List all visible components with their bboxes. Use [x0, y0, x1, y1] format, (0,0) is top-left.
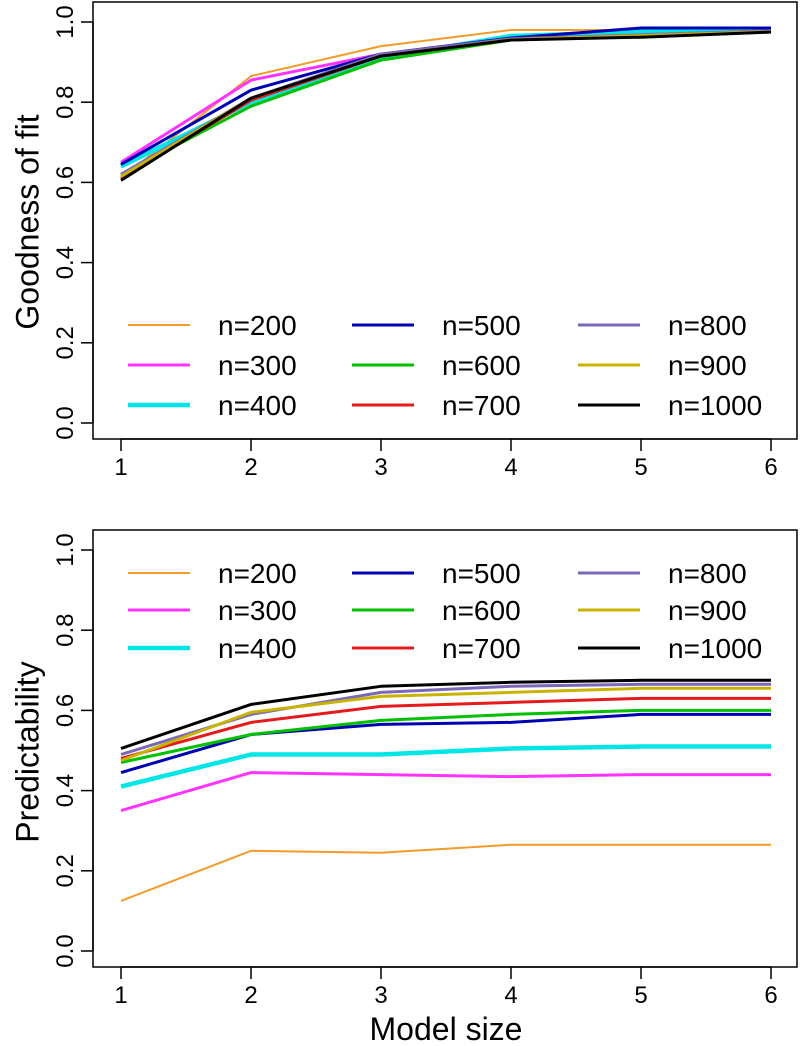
legend-label: n=200	[218, 310, 297, 341]
x-tick-label: 3	[374, 982, 387, 1009]
y-tick-label: 1.0	[52, 533, 79, 566]
y-tick-label: 0.6	[52, 166, 79, 199]
x-tick-label: 5	[634, 454, 647, 481]
y-axis-title: Goodness of fit	[9, 114, 45, 329]
series-line-n-700	[120, 696, 771, 760]
legend-label: n=600	[442, 595, 521, 626]
series-line-n-200	[120, 29, 771, 180]
legend-label: n=1000	[668, 633, 762, 664]
y-tick-label: 0.8	[52, 86, 79, 119]
legend-label: n=500	[442, 310, 521, 341]
chart-panel-1: 0.0 0.2 0.4 0.6 0.8 1.0 1 2 3 4 5 6 Goodness of fit n…	[9, 1, 798, 481]
y-axis-title: Predictability	[9, 661, 45, 842]
legend-label: n=700	[442, 390, 521, 421]
x-axis-title: Model size	[370, 1011, 523, 1046]
y-tick-label: 0.4	[52, 774, 79, 807]
x-tick-label: 4	[504, 982, 517, 1009]
y-axis: 0.0 0.2 0.4 0.6 0.8 1.0	[52, 533, 94, 968]
legend: n=200 n=300 n=400 n=500 n=600 n=700 n=800 n=900…	[128, 310, 762, 421]
y-tick-label: 0.0	[52, 934, 79, 967]
x-tick-label: 5	[634, 982, 647, 1009]
legend-label: n=900	[668, 350, 747, 381]
x-tick-label: 1	[114, 982, 127, 1009]
chart-panel-2: 0.0 0.2 0.4 0.6 0.8 1.0 1 2 3 4 5 6 Predictability Mo…	[9, 529, 798, 1046]
legend-label: n=1000	[668, 390, 762, 421]
x-tick-label: 1	[114, 454, 127, 481]
series-line-n-600	[120, 30, 772, 176]
x-tick-label: 2	[244, 982, 257, 1009]
y-tick-label: 0.8	[52, 614, 79, 647]
legend-label: n=800	[668, 558, 747, 589]
series-line-n-1000	[120, 678, 771, 750]
series-line-n-200	[120, 843, 771, 902]
series-line-n-500	[120, 712, 771, 775]
series-line-n-300	[120, 771, 771, 813]
y-tick-label: 0.2	[52, 854, 79, 887]
x-tick-label: 3	[374, 454, 387, 481]
legend-label: n=700	[442, 633, 521, 664]
legend-label: n=800	[668, 310, 747, 341]
x-tick-label: 2	[244, 454, 257, 481]
y-tick-label: 0.6	[52, 694, 79, 727]
series-line-n-700	[120, 30, 772, 180]
y-tick-label: 1.0	[52, 5, 79, 38]
legend: n=200 n=300 n=400 n=500 n=600 n=700 n=800 n=900…	[128, 558, 762, 664]
legend-label: n=900	[668, 595, 747, 626]
x-tick-label: 6	[764, 982, 777, 1009]
series-line-n-400	[120, 744, 771, 789]
legend-label: n=600	[442, 350, 521, 381]
x-tick-label: 4	[504, 454, 517, 481]
series-line-n-600	[120, 708, 771, 764]
y-tick-label: 0.4	[52, 246, 79, 279]
y-tick-label: 0.0	[52, 406, 79, 439]
series-line-n-900	[120, 30, 772, 178]
legend-label: n=200	[218, 558, 297, 589]
legend-label: n=400	[218, 633, 297, 664]
legend-label: n=500	[442, 558, 521, 589]
series-lines	[120, 678, 771, 902]
x-axis: 1 2 3 4 5 6	[114, 438, 778, 481]
series-lines	[120, 26, 772, 182]
legend-label: n=300	[218, 350, 297, 381]
y-tick-label: 0.2	[52, 326, 79, 359]
series-line-n-1000	[120, 30, 772, 182]
y-axis: 0.0 0.2 0.4 0.6 0.8 1.0	[52, 5, 94, 440]
x-tick-label: 6	[764, 454, 777, 481]
legend-label: n=300	[218, 595, 297, 626]
x-axis: 1 2 3 4 5 6	[114, 966, 778, 1009]
legend-label: n=400	[218, 390, 297, 421]
series-line-n-900	[120, 686, 771, 762]
